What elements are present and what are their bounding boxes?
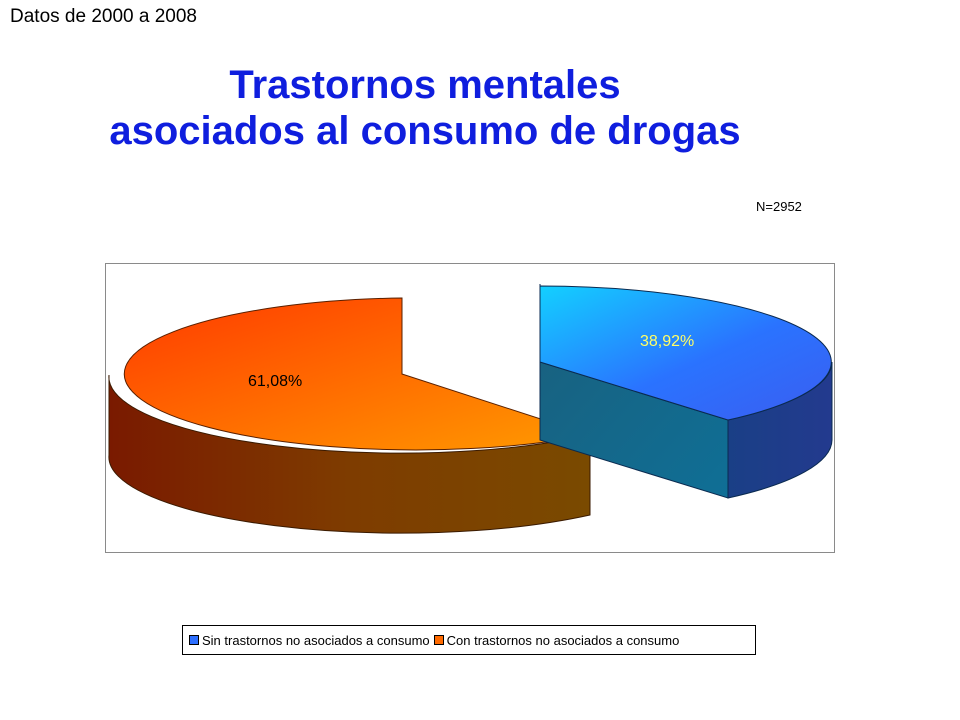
sample-size-label: N=2952 bbox=[756, 199, 802, 214]
legend-label-con-trastornos: Con trastornos no asociados a consumo bbox=[446, 632, 680, 648]
data-label-sin-trastornos: 38,92% bbox=[640, 333, 694, 350]
slice-con-trastornos bbox=[108, 297, 591, 534]
legend-swatch-blue bbox=[189, 635, 199, 645]
plot-area bbox=[105, 263, 835, 553]
legend-item-con-trastornos: Con trastornos no asociados a consumo bbox=[433, 632, 680, 648]
legend-swatch-orange bbox=[433, 635, 444, 645]
date-range-note: Datos de 2000 a 2008 bbox=[10, 6, 197, 27]
slice-sin-trastornos-top bbox=[539, 285, 832, 421]
legend-label-sin-trastornos: Sin trastornos no asociados a consumo bbox=[202, 632, 430, 648]
chart-title-line1: Trastornos mentales bbox=[229, 63, 621, 107]
slice-con-trastornos-side bbox=[108, 374, 591, 534]
slice-sin-trastornos bbox=[539, 284, 833, 499]
chart-title: Trastornos mentales asociados al consumo… bbox=[0, 62, 850, 154]
legend-item-sin-trastornos: Sin trastornos no asociados a consumo bbox=[189, 633, 430, 648]
chart-legend: Sin trastornos no asociados a consumo Co… bbox=[182, 625, 756, 655]
data-label-con-trastornos: 61,08% bbox=[248, 373, 302, 390]
slice-con-trastornos-top bbox=[123, 297, 591, 451]
chart-title-line2: asociados al consumo de drogas bbox=[109, 109, 741, 153]
